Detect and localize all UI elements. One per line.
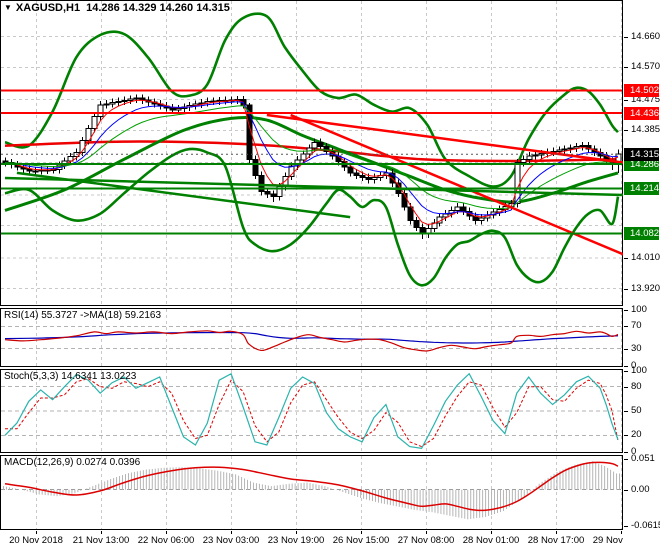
axis-tick-mark	[624, 288, 628, 290]
price-badge: 14.502	[624, 84, 659, 98]
axis-tick-label: -0.0615	[624, 520, 660, 532]
axis-tick-label: 70	[624, 320, 660, 332]
price-badge: 14.082	[624, 227, 659, 240]
macd-histogram	[2, 461, 621, 520]
price-axis[interactable]: 14.660 14.570 14.475 14.385 14.010 13.920 100 7…	[624, 0, 660, 550]
trend-line-1	[266, 113, 623, 164]
axis-tick-mark	[624, 489, 628, 491]
axis-tick-mark	[624, 309, 628, 311]
time-tick-mark	[361, 531, 362, 534]
time-axis-label: 27 Nov 08:00	[397, 535, 455, 546]
axis-tick-mark	[624, 370, 628, 372]
axis-tick-label: 0.051	[624, 453, 660, 465]
axis-tick-mark	[624, 130, 628, 132]
axis-tick-mark	[624, 386, 628, 388]
price-badge: 14.286	[624, 157, 659, 171]
symbol-timeframe-label: XAGUSD,H1	[15, 2, 81, 14]
rsi-line	[4, 330, 619, 352]
axis-tick-label: 100	[624, 365, 660, 377]
axis-tick-label: 20	[624, 429, 660, 441]
axis-tick-mark	[624, 365, 628, 367]
time-tick-mark	[296, 531, 297, 534]
stoch-d-line	[5, 378, 619, 448]
axis-tick-label: 13.920	[624, 283, 660, 295]
trend-line-0	[290, 113, 623, 256]
macd-plot[interactable]	[0, 455, 623, 530]
symbol-dropdown-icon[interactable]: ▼	[4, 3, 12, 12]
time-tick-mark	[426, 531, 427, 534]
axis-tick-label: 50	[624, 405, 660, 417]
axis-tick-label: 14.570	[624, 61, 660, 73]
axis-tick-mark	[624, 67, 628, 69]
time-axis-label: 26 Nov 15:00	[332, 535, 390, 546]
time-tick-mark	[36, 531, 37, 534]
axis-tick-label: 0.00	[624, 484, 660, 496]
macd-indicator-label: MACD(12,26,9) 0.0274 0.0396	[4, 457, 141, 468]
ohlc-values: 14.286 14.329 14.260 14.315	[86, 2, 230, 14]
axis-tick-mark	[624, 99, 628, 101]
rsi-plot[interactable]	[0, 308, 623, 367]
axis-tick-mark	[624, 326, 628, 328]
time-tick-mark	[231, 531, 232, 534]
time-axis[interactable]: 20 Nov 2018 21 Nov 13:00 22 Nov 06:00 23 No…	[0, 531, 660, 550]
axis-tick-label: 14.475	[624, 94, 660, 106]
trend-line-3	[16, 171, 351, 219]
panel-border	[0, 455, 623, 530]
main-chart-plot[interactable]	[0, 0, 623, 306]
axis-tick-label: 30	[624, 343, 660, 355]
time-tick-mark	[491, 531, 492, 534]
time-tick-mark	[101, 531, 102, 534]
axis-tick-mark	[624, 451, 628, 453]
axis-tick-mark	[624, 411, 628, 412]
price-badge: 14.436	[624, 106, 659, 120]
bollinger-upper-band	[4, 12, 619, 188]
axis-tick-mark	[624, 459, 628, 461]
time-axis-label: 23 Nov 03:00	[202, 535, 260, 546]
time-axis-label: 28 Nov 01:00	[462, 535, 520, 546]
time-tick-mark	[556, 531, 557, 534]
axis-tick-label: 14.385	[624, 124, 660, 136]
time-axis-label: 21 Nov 13:00	[72, 535, 130, 546]
stochastic-indicator-label: Stoch(5,3,3) 14.6341 13.0223	[4, 371, 137, 382]
rsi-panel: RSI(14) 55.3727 ->MA(18) 59.2163	[0, 308, 623, 367]
bollinger-lower-band	[4, 147, 620, 287]
axis-tick-label: 0	[624, 360, 660, 372]
main-chart-panel: ▼ XAGUSD,H1 14.286 14.329 14.260 14.315	[0, 0, 623, 306]
time-axis-label: 22 Nov 06:00	[137, 535, 195, 546]
ma-ribbon-18	[4, 105, 619, 210]
time-axis-label: 29 Nov 10:00	[592, 535, 650, 546]
price-badge: 14.315	[624, 147, 659, 161]
macd-signal-line	[4, 461, 619, 512]
axis-tick-label: 80	[624, 381, 660, 393]
time-axis-label: 28 Nov 17:00	[527, 535, 585, 546]
time-tick-mark	[621, 531, 622, 534]
stochastic-plot[interactable]	[0, 369, 623, 453]
chart-title: ▼ XAGUSD,H1 14.286 14.329 14.260 14.315	[4, 2, 230, 14]
ma-ribbon-9	[4, 101, 619, 216]
rsi-indicator-label: RSI(14) 55.3727 ->MA(18) 59.2163	[4, 310, 162, 321]
axis-tick-mark	[624, 526, 628, 528]
axis-tick-label: 0	[624, 446, 660, 458]
time-tick-mark	[166, 531, 167, 534]
axis-tick-label: 14.660	[624, 31, 660, 43]
axis-tick-label: 100	[624, 304, 660, 316]
axis-tick-mark	[624, 348, 628, 350]
time-axis-label: 23 Nov 19:00	[267, 535, 325, 546]
axis-tick-label: 14.010	[624, 252, 660, 264]
trend-line-2	[4, 176, 623, 197]
stochastic-panel: Stoch(5,3,3) 14.6341 13.0223	[0, 369, 623, 453]
axis-tick-mark	[624, 36, 628, 38]
stoch-k-line	[4, 372, 619, 449]
macd-panel: MACD(12,26,9) 0.0274 0.0396	[0, 455, 623, 530]
axis-tick-mark	[624, 435, 628, 437]
axis-tick-mark	[624, 258, 628, 260]
time-axis-label: 20 Nov 2018	[9, 535, 63, 546]
price-badge: 14.214	[624, 182, 659, 196]
